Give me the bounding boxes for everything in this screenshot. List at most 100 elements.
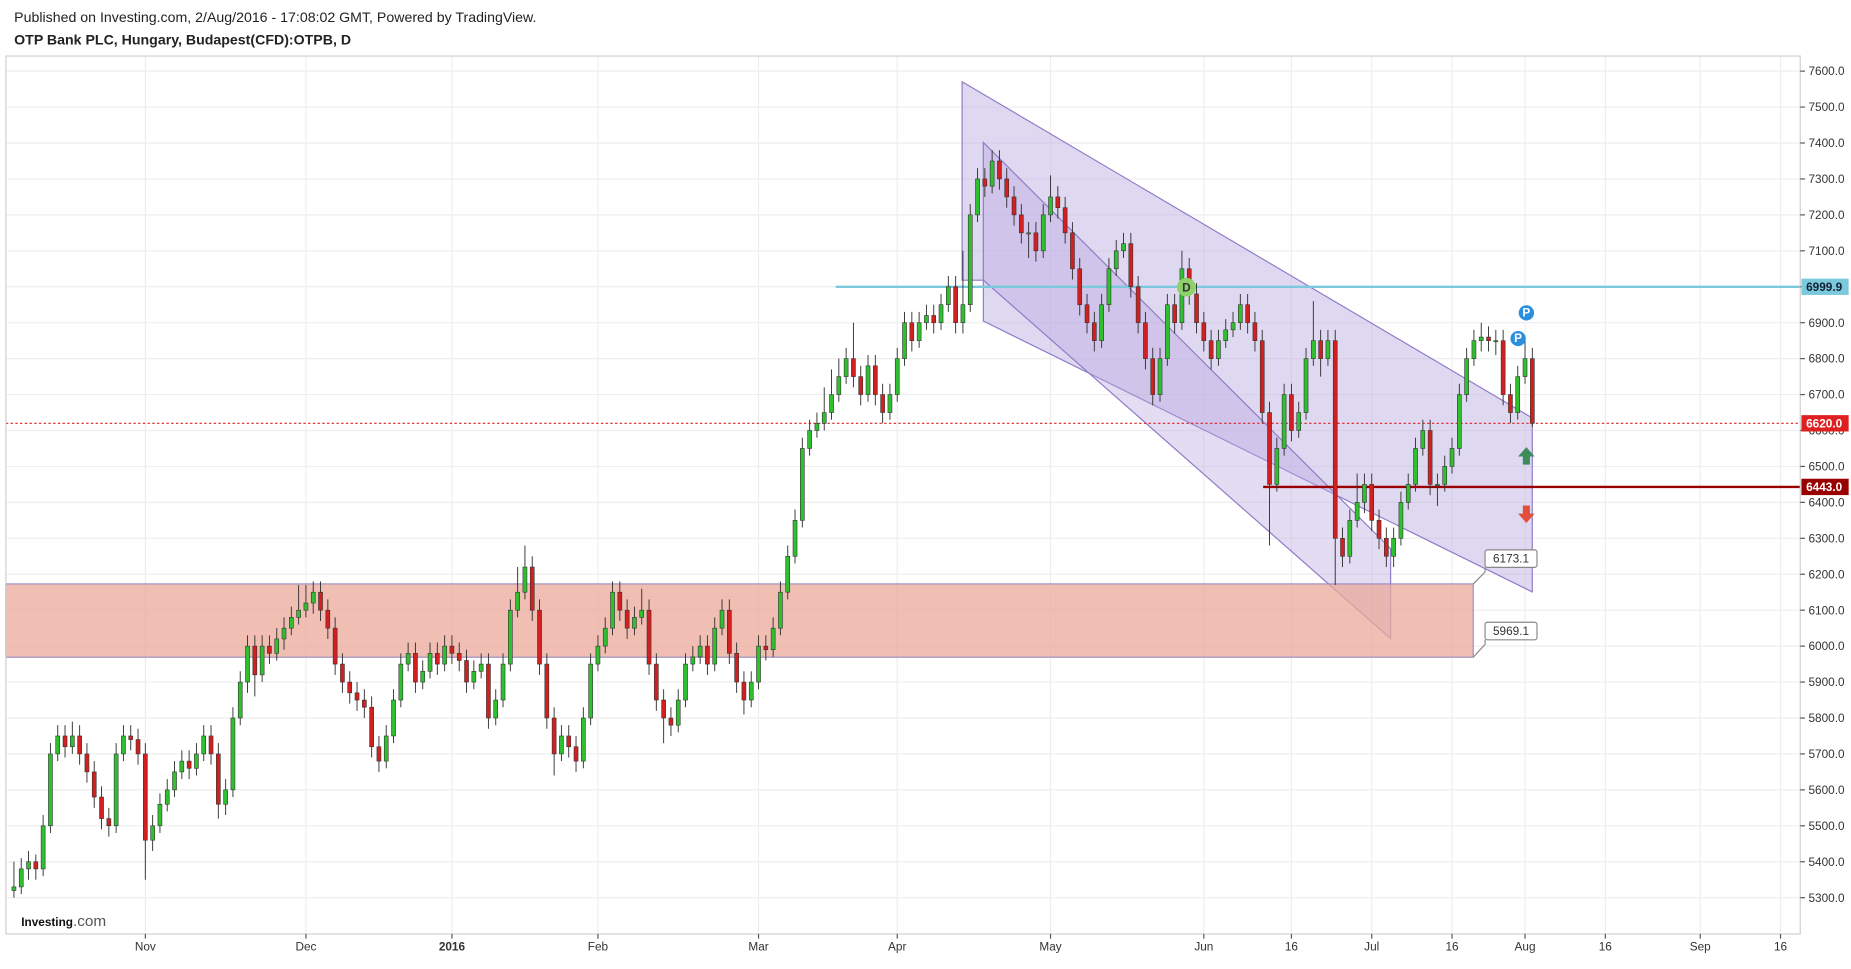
candle-body (259, 645, 265, 676)
candle-body (369, 706, 374, 748)
y-tick-label: 5900.0 (1809, 676, 1846, 689)
candle-body (632, 617, 637, 629)
candle-body (741, 681, 747, 701)
candle-body (938, 304, 944, 323)
candle-body (989, 160, 995, 187)
candle-body (800, 448, 805, 521)
candle-body (946, 286, 951, 306)
candle-body (617, 591, 623, 611)
marker-p-label: P (1514, 332, 1522, 345)
marker-p (1510, 330, 1526, 347)
candle-body (1267, 412, 1272, 485)
candle-body (1113, 250, 1119, 270)
candle-body (303, 602, 309, 611)
candle-body (1369, 484, 1375, 521)
candle-body (624, 609, 630, 629)
candle-body (778, 591, 783, 629)
candle-body (887, 394, 893, 413)
candle-body (164, 789, 170, 805)
candle-body (216, 753, 221, 805)
candle-body (719, 609, 725, 629)
candle-body (508, 609, 513, 665)
zone-callout (1472, 639, 1486, 658)
candle-body (1165, 304, 1170, 359)
candle-body (55, 735, 61, 755)
y-tick-label: 6500.0 (1809, 461, 1846, 474)
candle-body (654, 663, 659, 701)
candle-body (1143, 322, 1148, 359)
candle-body (646, 609, 652, 665)
candle-body (281, 627, 287, 640)
candle-body (143, 753, 148, 841)
candle-body (916, 322, 922, 341)
candle-body (1500, 340, 1506, 395)
x-tick-label: Jul (1364, 940, 1379, 953)
candle-body (1252, 322, 1258, 341)
candle-body (1405, 484, 1411, 503)
logo: Investing.com (21, 913, 106, 930)
y-tick-label: 5500.0 (1809, 820, 1846, 833)
candle-body (237, 681, 243, 719)
candle-body (1478, 336, 1484, 341)
y-tick-label: 5400.0 (1809, 856, 1846, 869)
zone (5, 583, 1474, 658)
candle-body (602, 627, 608, 647)
y-tick-label: 5600.0 (1809, 784, 1846, 797)
candle-body (1194, 293, 1199, 323)
candle-body (924, 315, 929, 323)
candle-body (756, 645, 761, 683)
candle-body (1464, 358, 1469, 395)
candle-body (770, 627, 776, 651)
candle-body (1413, 448, 1418, 485)
candle-body (1245, 304, 1250, 323)
candle-body (1011, 196, 1017, 216)
candle-body (836, 376, 842, 395)
marker-d-label: D (1182, 281, 1191, 294)
candle-body (1362, 484, 1367, 503)
candle-body (1084, 304, 1090, 323)
candle-body (953, 286, 958, 323)
candle-body (1530, 358, 1535, 424)
drawings: 6173.1 5969.1 (5, 80, 1801, 658)
candle-body (931, 315, 937, 323)
candle-body (581, 717, 586, 762)
candle-body (26, 861, 31, 870)
y-tick-label: 6300.0 (1809, 532, 1846, 545)
axes: 5300.0 5400.0 5500.0 5600.0 5700.0 5800.0 5900… (135, 65, 1849, 953)
candle-body (851, 358, 856, 377)
candle-body (683, 663, 688, 701)
candle-body (1208, 340, 1214, 359)
candle-body (442, 645, 447, 665)
candle-body (734, 653, 739, 683)
candle-body (1238, 304, 1243, 323)
candle-body (595, 645, 601, 665)
candle-body (1070, 232, 1075, 270)
candle-body (1259, 340, 1265, 413)
candle-body (157, 803, 163, 827)
candle-body (1522, 358, 1528, 377)
candle-body (478, 663, 484, 672)
candle-body (1449, 448, 1455, 467)
arrow-down (1518, 505, 1535, 524)
candle-body (354, 692, 360, 701)
y-tick-label: 6400.0 (1809, 497, 1846, 510)
candle-body (48, 753, 53, 827)
candle-body (1223, 329, 1229, 341)
candle-body (347, 681, 353, 694)
candle-body (91, 771, 97, 798)
candle-body (1442, 466, 1448, 485)
symbol-title: OTP Bank PLC, Hungary, Budapest(CFD):OTP… (14, 31, 351, 47)
candle-body (340, 663, 345, 683)
candle-body (712, 627, 718, 665)
candle-body (1332, 340, 1338, 539)
candle-body (1201, 322, 1207, 341)
candle-body (821, 412, 827, 424)
candle-body (391, 699, 396, 737)
candle-body (1040, 214, 1046, 252)
candle-body (1062, 207, 1068, 234)
x-tick-label: Dec (295, 940, 316, 953)
candle-body (1128, 243, 1134, 288)
candle-body (566, 735, 572, 748)
candle-body (201, 735, 207, 755)
candle-body (785, 555, 791, 593)
